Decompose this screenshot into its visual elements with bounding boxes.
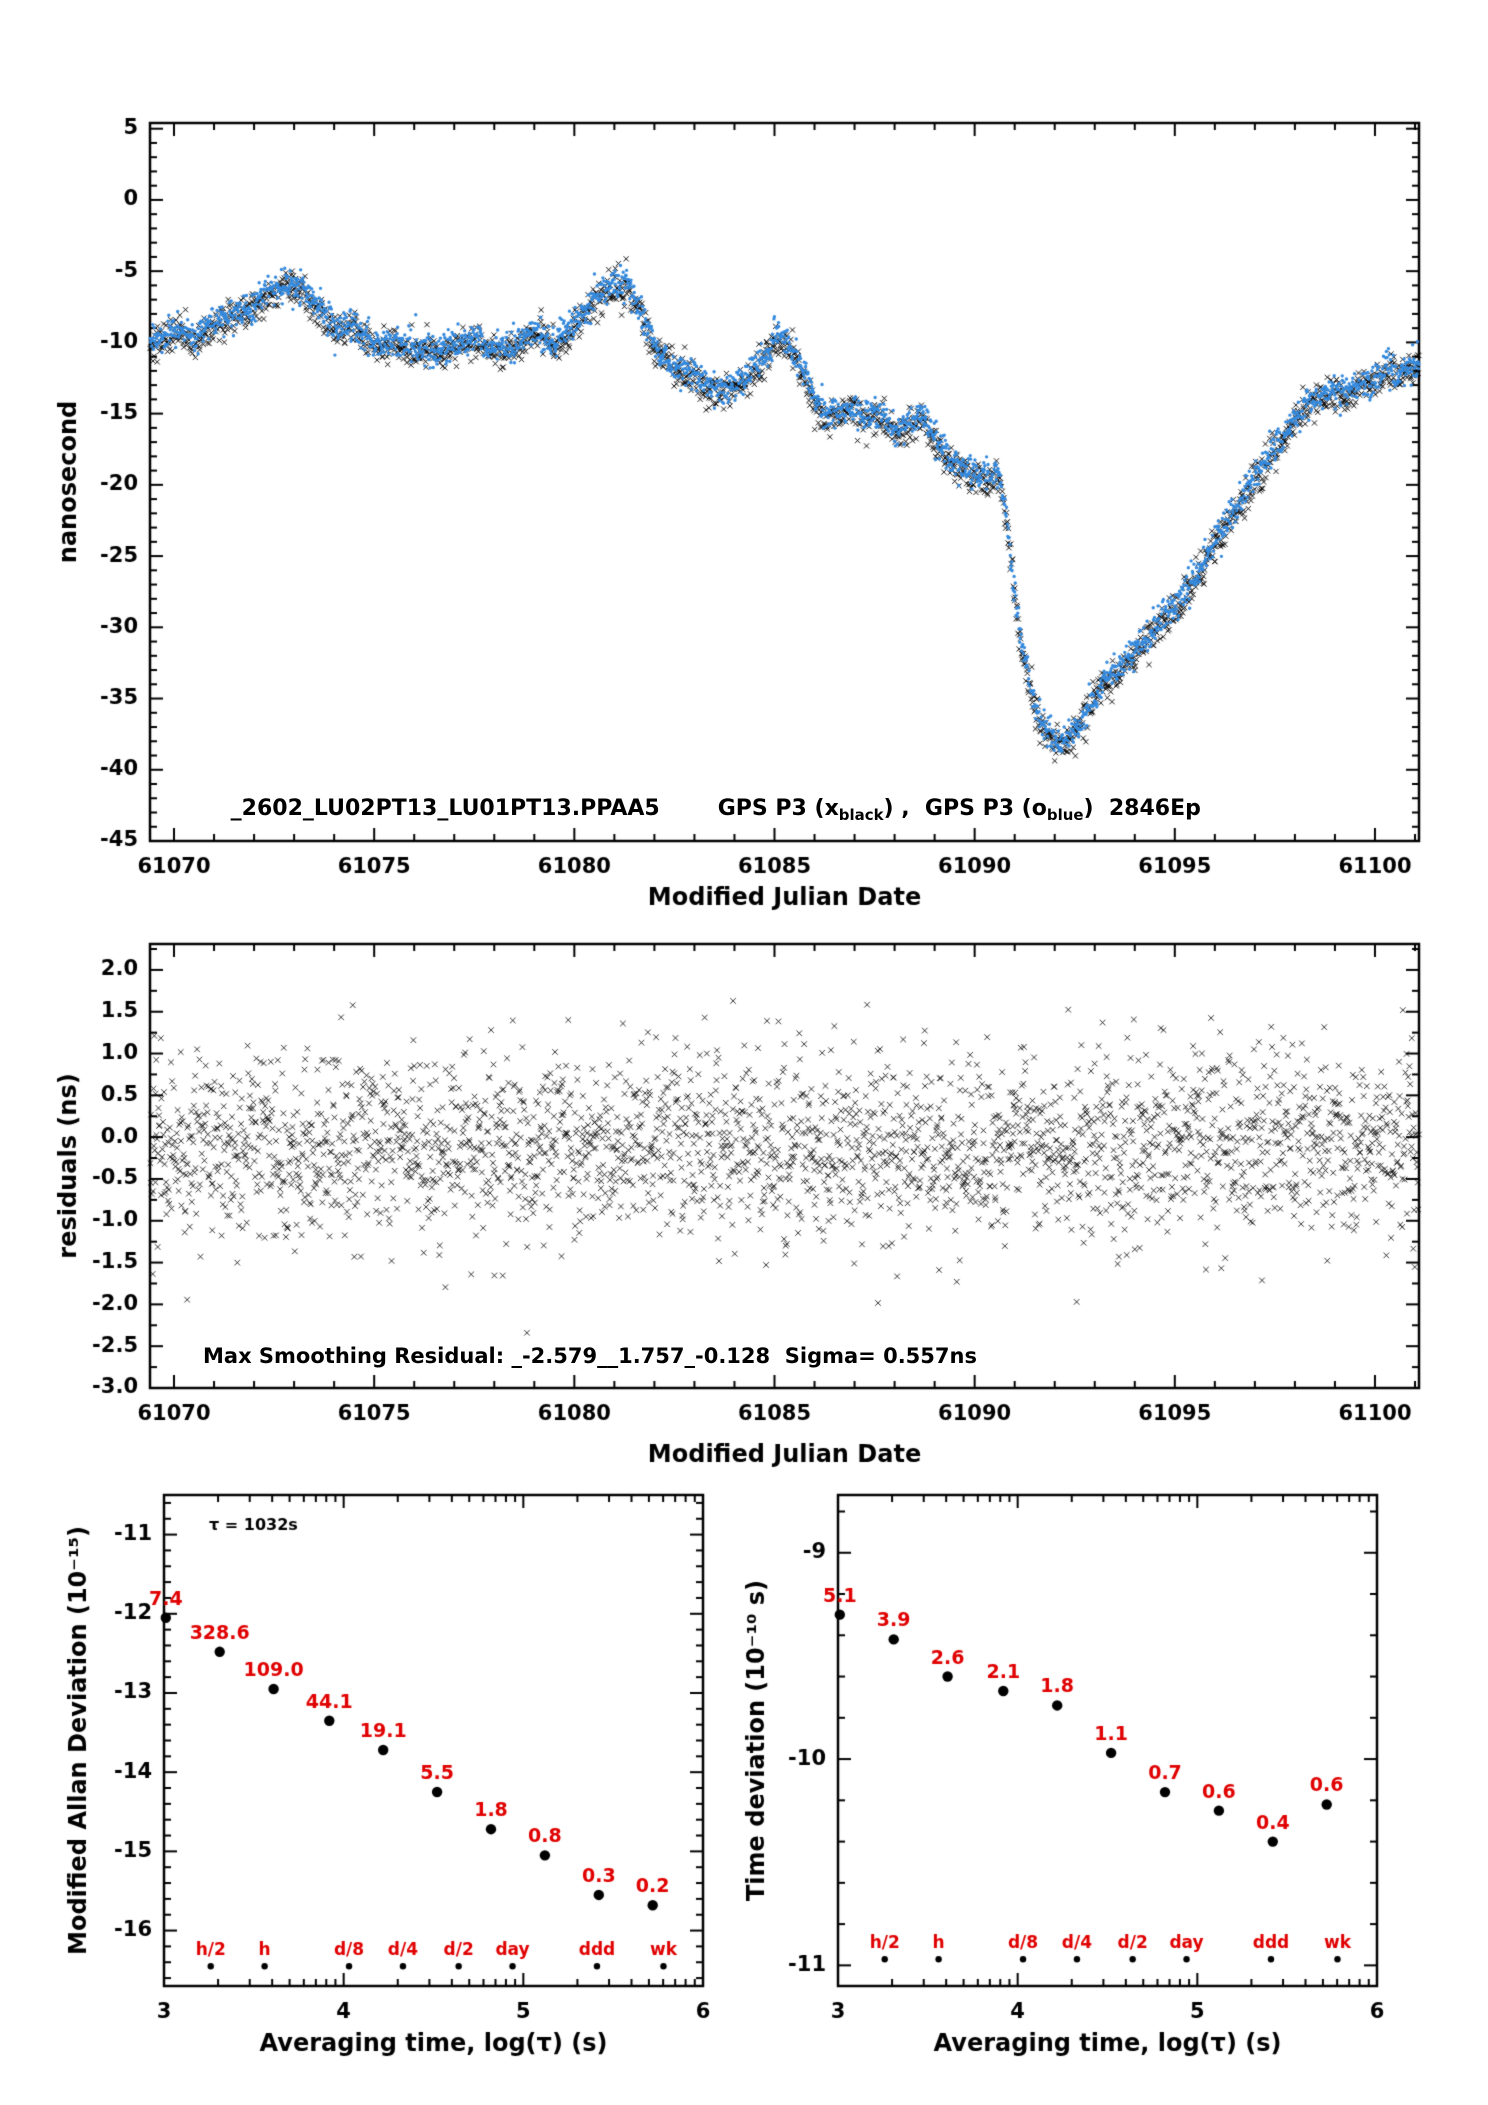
- legend-sub-blue: blue: [1046, 806, 1084, 824]
- legend-seg-epochs: ) 2846Ep: [1083, 796, 1201, 821]
- dataset-file-label: _2602_LU02PT13_LU01PT13.PPAA5: [230, 796, 660, 821]
- residual-stats-note: Max Smoothing Residual: _-2.579__1.757_-…: [203, 1344, 977, 1368]
- legend-sub-black: black: [838, 806, 884, 824]
- phase-plot-legend: _2602_LU02PT13_LU01PT13.PPAA5 GPS P3 (xbl…: [200, 771, 1201, 849]
- legend-seg-gps-o: ) , GPS P3 (o: [883, 796, 1047, 821]
- legend-seg-gps-x: GPS P3 (x: [717, 796, 839, 821]
